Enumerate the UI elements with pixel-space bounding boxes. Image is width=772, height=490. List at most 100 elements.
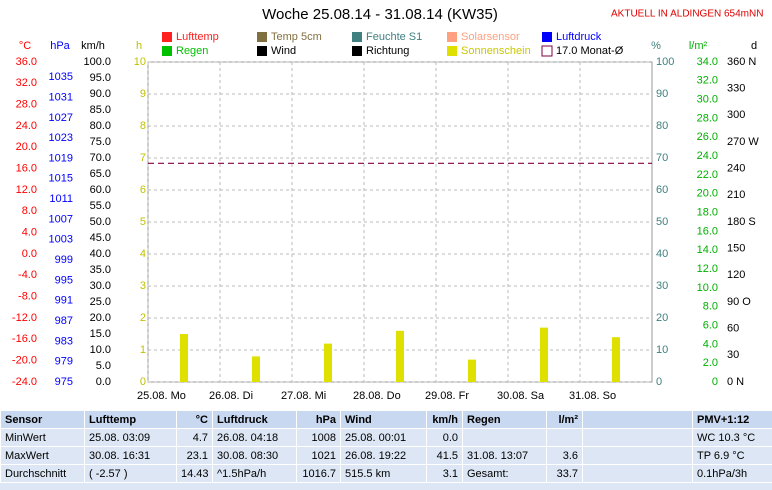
y-tick-label: 10 — [134, 56, 146, 68]
legend-swatch — [162, 46, 172, 56]
legend-swatch — [257, 32, 267, 42]
legend-swatch — [352, 46, 362, 56]
y-tick-label: 4.0 — [703, 338, 718, 350]
table-row: MaxWert 30.08. 16:31 23.1 30.08. 08:30 1021 2… — [0, 446, 772, 465]
table-cell — [546, 428, 583, 447]
table-row: Durchschnitt( -2.57 ) 14.43 ^1.5hPa/h 1016.… — [0, 464, 772, 483]
table-cell: WC 10.3 °C — [692, 428, 772, 447]
y-tick-label: 14.0 — [697, 244, 718, 256]
legend-label: Luftdruck — [556, 31, 602, 43]
bar — [468, 359, 476, 382]
y-tick-label: 50.0 — [90, 216, 111, 228]
table-cell: °C — [176, 410, 213, 429]
table-cell: 0.0 — [426, 428, 463, 447]
table-cell: ^1.5hPa/h — [212, 464, 297, 483]
bar — [540, 327, 548, 382]
y-tick-label: 1011 — [49, 193, 73, 205]
y-tick-label: -16.0 — [12, 333, 37, 345]
y-tick-label: 6.0 — [703, 319, 718, 331]
table-cell — [582, 410, 693, 429]
y-tick-label: 180 S — [727, 216, 756, 228]
y-tick-label: 999 — [55, 254, 73, 266]
y-tick-label: 1015 — [49, 173, 73, 185]
y-tick-label: 4.0 — [22, 227, 37, 239]
table-cell: 1008 — [296, 428, 341, 447]
y-tick-label: 1007 — [49, 213, 73, 225]
y-tick-label: 10 — [656, 344, 668, 356]
table-cell: 0.1hPa/3h — [692, 464, 772, 483]
legend-label: Lufttemp — [176, 31, 219, 43]
y-tick-label: 40.0 — [90, 248, 111, 260]
y-tick-label: 0 — [140, 376, 146, 388]
y-tick-label: 330 — [727, 83, 745, 95]
bar — [252, 356, 260, 382]
y-tick-label: 2.0 — [703, 357, 718, 369]
y-tick-label: 9 — [140, 88, 146, 100]
table-cell: TP 6.9 °C — [692, 446, 772, 465]
y-tick-label: 20 — [656, 312, 668, 324]
y-tick-label: 1 — [140, 344, 146, 356]
table-cell: 25.08. 00:01 — [340, 428, 427, 447]
legend-swatch — [257, 46, 267, 56]
table-cell: hPa — [296, 410, 341, 429]
y-tick-label: 991 — [55, 295, 73, 307]
y-tick-label: -8.0 — [18, 291, 37, 303]
y-tick-label: 240 — [727, 163, 745, 175]
y-tick-label: 50 — [656, 216, 668, 228]
legend-swatch — [447, 46, 457, 56]
axis-unit: % — [651, 40, 661, 52]
legend-label: 17.0 Monat-Ø — [556, 45, 624, 57]
y-tick-label: 2 — [140, 312, 146, 324]
table-cell: PMV+1:12 — [692, 410, 772, 429]
legend-label: Sonnenschein — [461, 45, 531, 57]
table-cell: Gesamt: — [462, 464, 547, 483]
y-tick-label: 60 — [727, 323, 739, 335]
bar — [324, 343, 332, 382]
table-cell — [582, 446, 693, 465]
table-row: Sensor Lufttemp °C Luftdruck hPa Wind km/h Rege… — [0, 410, 772, 429]
y-tick-label: 120 — [727, 269, 745, 281]
y-tick-label: -4.0 — [18, 269, 37, 281]
y-tick-label: 8 — [140, 120, 146, 132]
table-cell: 31.08. 13:07 — [462, 446, 547, 465]
table-cell: 26.08. 04:18 — [212, 428, 297, 447]
y-tick-label: 12.0 — [16, 184, 37, 196]
y-tick-label: 90.0 — [90, 88, 111, 100]
y-tick-label: 210 — [727, 189, 745, 201]
y-tick-label: -20.0 — [12, 355, 37, 367]
y-tick-label: 10.0 — [90, 344, 111, 356]
axis-unit: h — [136, 40, 142, 52]
bar — [180, 334, 188, 382]
y-tick-label: 35.0 — [90, 264, 111, 276]
y-tick-label: 30.0 — [697, 94, 718, 106]
y-tick-label: 70.0 — [90, 152, 111, 164]
y-tick-label: 0 N — [727, 376, 744, 388]
y-tick-label: 1027 — [49, 112, 73, 124]
y-tick-label: 5.0 — [96, 360, 111, 372]
y-tick-label: 0.0 — [22, 248, 37, 260]
bar — [612, 337, 620, 382]
y-tick-label: 80.0 — [90, 120, 111, 132]
table: Sensor Lufttemp °C Luftdruck hPa Wind km/h Rege… — [0, 410, 772, 483]
y-tick-label: 360 N — [727, 56, 756, 68]
y-tick-label: 987 — [55, 315, 73, 327]
y-tick-label: 45.0 — [90, 232, 111, 244]
y-tick-label: 270 W — [727, 136, 759, 148]
y-tick-label: 20.0 — [16, 141, 37, 153]
legend-label: Feuchte S1 — [366, 31, 422, 43]
y-tick-label: 85.0 — [90, 104, 111, 116]
y-tick-label: 3 — [140, 280, 146, 292]
y-tick-label: 0 — [712, 376, 718, 388]
y-tick-label: 1003 — [49, 234, 73, 246]
table-cell: Regen — [462, 410, 547, 429]
legend-label: Wind — [271, 45, 296, 57]
y-tick-label: 30.0 — [90, 280, 111, 292]
legend-label: Richtung — [366, 45, 409, 57]
y-tick-label: 18.0 — [697, 206, 718, 218]
y-tick-label: 16.0 — [697, 225, 718, 237]
y-tick-label: 7 — [140, 152, 146, 164]
y-tick-label: 80 — [656, 120, 668, 132]
y-tick-label: 100.0 — [83, 56, 111, 68]
y-tick-label: 20.0 — [90, 312, 111, 324]
y-tick-label: 0.0 — [96, 376, 111, 388]
